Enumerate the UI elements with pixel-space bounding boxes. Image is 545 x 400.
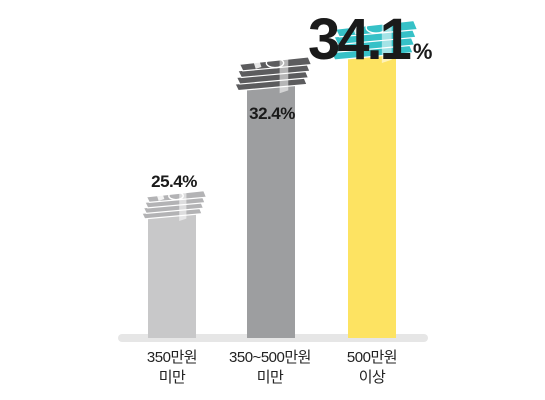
- category-label-2-line1: 350~500만원: [229, 349, 311, 366]
- category-label-2: 350~500만원 미만: [210, 348, 330, 388]
- category-label-1-line2: 미만: [158, 369, 186, 386]
- value-label-2: 32.4%: [249, 104, 295, 123]
- money-stack-icon: [141, 190, 208, 222]
- category-label-2-line2: 미만: [256, 369, 284, 386]
- value-label-3-number: 34.1: [308, 7, 412, 72]
- category-label-1: 350만원 미만: [112, 348, 232, 388]
- money-stack-icon: [234, 56, 313, 94]
- bar-1: [148, 201, 196, 338]
- category-label-3-line2: 이상: [358, 369, 386, 386]
- category-label-3: 500만원 이상: [312, 348, 432, 388]
- value-label-3: 34.1%: [308, 6, 432, 73]
- bar-2: [247, 73, 295, 338]
- category-label-1-line1: 350만원: [146, 349, 198, 366]
- category-label-3-line1: 500만원: [346, 349, 398, 366]
- value-label-3-unit: %: [412, 39, 433, 64]
- bar-3: [348, 41, 396, 338]
- money-stack-icon: [330, 19, 419, 63]
- value-label-1: 25.4%: [151, 172, 197, 191]
